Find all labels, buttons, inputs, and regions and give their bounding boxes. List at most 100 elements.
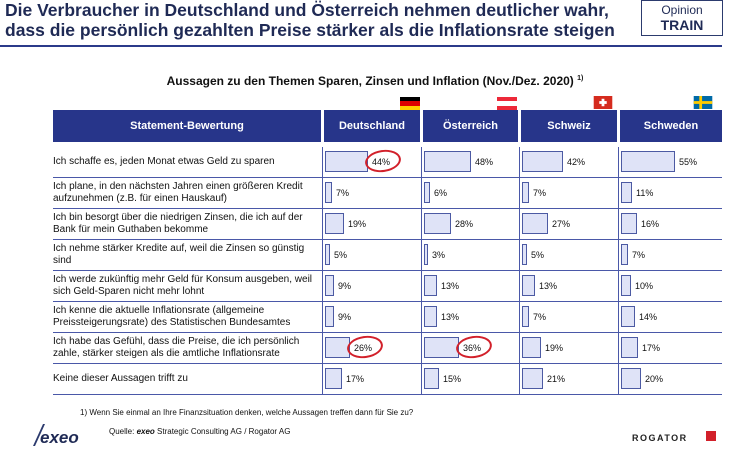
- value-label: 7%: [533, 312, 547, 322]
- value-label: 48%: [475, 157, 494, 167]
- column-divider: [618, 147, 619, 395]
- value-label: 7%: [533, 188, 547, 198]
- rogator-logo: ROGATOR: [632, 433, 688, 443]
- statement-label: Ich werde zukünftig mehr Geld für Konsum…: [53, 274, 313, 297]
- data-bar: [325, 182, 332, 203]
- exeo-logo-mark-icon: [33, 424, 45, 446]
- row-separator: [53, 363, 722, 364]
- data-bar: [522, 244, 527, 265]
- row-separator: [53, 177, 722, 178]
- data-bar: [621, 368, 641, 389]
- value-label: 9%: [338, 281, 352, 291]
- data-bar: [325, 275, 334, 296]
- source-rest: Strategic Consulting AG / Rogator AG: [154, 427, 291, 436]
- data-bar: [621, 306, 635, 327]
- value-label: 55%: [679, 157, 698, 167]
- data-bar: [522, 213, 548, 234]
- opinion-train-badge: Opinion TRAIN: [641, 0, 723, 36]
- data-bar: [325, 213, 344, 234]
- value-label: 19%: [545, 343, 564, 353]
- row-separator: [53, 270, 722, 271]
- statement-header: Statement-Bewertung: [53, 110, 321, 142]
- headline-line-2: dass die persönlich gezahlten Preise stä…: [5, 20, 615, 40]
- value-label: 36%: [463, 343, 482, 353]
- data-bar: [325, 244, 330, 265]
- value-label: 6%: [434, 188, 448, 198]
- row-separator: [53, 239, 722, 240]
- value-label: 42%: [567, 157, 586, 167]
- austria-flag-icon: [497, 97, 517, 110]
- data-bar: [424, 368, 439, 389]
- data-bar: [325, 151, 368, 172]
- highlight-circle: [454, 333, 494, 361]
- value-label: 17%: [346, 374, 365, 384]
- headline-line-1: Die Verbraucher in Deutschland und Öster…: [5, 0, 609, 20]
- source-prefix: Quelle:: [109, 427, 137, 436]
- statement-label: Ich plane, in den nächsten Jahren einen …: [53, 181, 303, 204]
- chart-title: Aussagen zu den Themen Sparen, Zinsen un…: [0, 74, 750, 88]
- highlight-circle: [363, 147, 403, 175]
- value-label: 3%: [432, 250, 446, 260]
- column-divider: [519, 147, 520, 395]
- data-bar: [424, 337, 459, 358]
- rogator-logo-square-icon: [706, 431, 716, 441]
- title-footnote-mark: 1): [577, 75, 584, 82]
- data-bar: [621, 244, 628, 265]
- highlight-circle: [345, 333, 385, 361]
- data-bar: [325, 306, 334, 327]
- country-header-schweden: Schweden: [620, 110, 722, 142]
- source-company: exeo: [136, 427, 155, 436]
- data-bar: [424, 182, 430, 203]
- statement-label: Ich habe das Gefühl, dass die Preise, di…: [53, 336, 300, 359]
- value-label: 5%: [531, 250, 545, 260]
- row-separator: [53, 208, 722, 209]
- data-bar: [424, 306, 437, 327]
- data-bar: [522, 306, 529, 327]
- data-bar: [424, 244, 428, 265]
- data-bar: [522, 337, 541, 358]
- value-label: 16%: [641, 219, 660, 229]
- value-label: 11%: [636, 188, 654, 198]
- headline: Die Verbraucher in Deutschland und Öster…: [5, 0, 615, 40]
- value-label: 15%: [443, 374, 462, 384]
- value-label: 28%: [455, 219, 474, 229]
- value-label: 7%: [632, 250, 646, 260]
- data-bar: [424, 213, 451, 234]
- value-label: 27%: [552, 219, 571, 229]
- statement-label: Ich schaffe es, jeden Monat etwas Geld z…: [53, 156, 275, 167]
- statement-label: Ich kenne die aktuelle Inflationsrate (a…: [53, 305, 291, 328]
- data-bar: [621, 182, 632, 203]
- data-bar: [522, 151, 563, 172]
- data-bar: [522, 368, 543, 389]
- country-header-oesterreich: Österreich: [423, 110, 518, 142]
- value-label: 14%: [639, 312, 658, 322]
- value-label: 17%: [642, 343, 661, 353]
- switzerland-flag-icon: [593, 96, 613, 109]
- value-label: 5%: [334, 250, 348, 260]
- value-label: 7%: [336, 188, 350, 198]
- source-line: Quelle: exeo Strategic Consulting AG / R…: [109, 427, 290, 436]
- data-bar: [621, 337, 638, 358]
- value-label: 21%: [547, 374, 566, 384]
- footnote: 1) Wenn Sie einmal an Ihre Finanzsituati…: [80, 408, 414, 417]
- row-separator: [53, 301, 722, 302]
- sweden-flag-icon: [693, 96, 713, 109]
- value-label: 9%: [338, 312, 352, 322]
- data-bar: [621, 213, 637, 234]
- value-label: 13%: [441, 312, 460, 322]
- value-label: 10%: [635, 281, 654, 291]
- value-label: 19%: [348, 219, 367, 229]
- data-bar: [325, 337, 350, 358]
- brand-line-2: TRAIN: [660, 17, 704, 33]
- data-bar: [522, 275, 535, 296]
- data-bar: [522, 182, 529, 203]
- header-rule: [0, 45, 722, 47]
- value-label: 26%: [354, 343, 373, 353]
- data-bar: [424, 151, 471, 172]
- data-bar: [325, 368, 342, 389]
- data-bar: [424, 275, 437, 296]
- row-separator: [53, 394, 722, 395]
- statement-label: Keine dieser Aussagen trifft zu: [53, 373, 188, 384]
- chart-title-text: Aussagen zu den Themen Sparen, Zinsen un…: [166, 74, 574, 88]
- value-label: 44%: [372, 157, 391, 167]
